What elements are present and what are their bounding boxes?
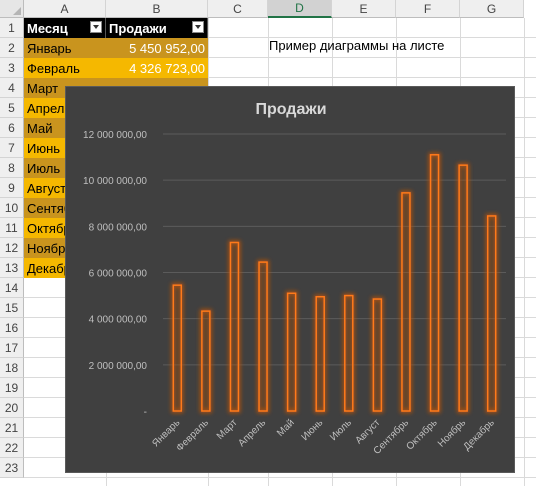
- bar-glow: [314, 294, 327, 413]
- bar: [344, 294, 354, 412]
- bar-glow: [342, 293, 355, 413]
- select-all-corner[interactable]: [0, 0, 24, 18]
- sales-cell[interactable]: 5 450 952,00: [106, 38, 208, 58]
- x-tick-label: Октябрь: [404, 417, 440, 453]
- row-header-18[interactable]: 18: [0, 358, 24, 378]
- row-header-14[interactable]: 14: [0, 278, 24, 298]
- row-header-23[interactable]: 23: [0, 458, 24, 478]
- row-header-5[interactable]: 5: [0, 98, 24, 118]
- sales-cell[interactable]: 4 326 723,00: [106, 58, 208, 78]
- x-tick-label: Декабрь: [461, 417, 497, 453]
- y-tick-label: 2 000 000,00: [89, 361, 148, 372]
- bar: [458, 164, 468, 412]
- row-header-8[interactable]: 8: [0, 158, 24, 178]
- sales-chart[interactable]: Продажи - 2 000 000,00 4 000 000,00 6 000 00…: [65, 86, 515, 473]
- bar-glow: [257, 260, 270, 413]
- x-tick-label: Апрель: [236, 417, 268, 449]
- row-header-15[interactable]: 15: [0, 298, 24, 318]
- month-cell-text: Ноябрь: [27, 240, 73, 256]
- row-header-16[interactable]: 16: [0, 318, 24, 338]
- x-tick-label: Июль: [328, 417, 354, 443]
- x-tick-label: Май: [275, 417, 297, 439]
- row-header-21[interactable]: 21: [0, 418, 24, 438]
- column-header-F[interactable]: F: [396, 0, 460, 18]
- bar-glow: [485, 213, 498, 413]
- bar-glow: [199, 309, 212, 414]
- bar-glow: [399, 190, 412, 413]
- column-header-D[interactable]: D: [268, 0, 332, 18]
- month-cell-text: Февраль: [27, 60, 80, 76]
- row-header-10[interactable]: 10: [0, 198, 24, 218]
- bar-glow: [228, 240, 241, 413]
- bar: [372, 298, 383, 412]
- row-header-13[interactable]: 13: [0, 258, 24, 278]
- month-cell-text: Июнь: [27, 140, 61, 156]
- row-header-1[interactable]: 1: [0, 18, 24, 38]
- column-header-C[interactable]: C: [208, 0, 268, 18]
- bar: [172, 284, 183, 412]
- filter-dropdown-icon[interactable]: [90, 21, 102, 33]
- x-tick-label: Июнь: [300, 417, 326, 443]
- bar-glow: [171, 283, 184, 413]
- bar: [258, 261, 268, 412]
- bar: [486, 215, 497, 412]
- bar: [286, 292, 297, 412]
- y-tick-label: 6 000 000,00: [89, 269, 148, 280]
- filter-dropdown-icon[interactable]: [192, 21, 204, 33]
- y-tick-label: 12 000 000,00: [83, 130, 147, 141]
- sales-cell-text: 4 326 723,00: [129, 60, 205, 76]
- y-tick-label: 10 000 000,00: [83, 176, 147, 187]
- y-tick-label: 8 000 000,00: [89, 222, 148, 233]
- chart-svg: Продажи - 2 000 000,00 4 000 000,00 6 000 00…: [83, 101, 506, 457]
- row-header-12[interactable]: 12: [0, 238, 24, 258]
- month-cell-text: Август: [27, 180, 67, 196]
- header-cell-month[interactable]: Месяц: [24, 18, 106, 38]
- row-header-20[interactable]: 20: [0, 398, 24, 418]
- row-header-22[interactable]: 22: [0, 438, 24, 458]
- bar-glow: [285, 291, 298, 413]
- bar: [229, 241, 240, 412]
- column-header-G[interactable]: G: [460, 0, 524, 18]
- bar: [401, 192, 411, 412]
- note-text[interactable]: Пример диаграммы на листе: [269, 38, 445, 53]
- month-cell[interactable]: Январь: [24, 38, 106, 58]
- bar-glow: [457, 163, 470, 413]
- row-header-11[interactable]: 11: [0, 218, 24, 238]
- month-cell[interactable]: Февраль: [24, 58, 106, 78]
- bar: [429, 154, 440, 412]
- bar: [315, 295, 325, 412]
- bar-glow: [371, 297, 384, 414]
- month-cell-text: Май: [27, 120, 53, 136]
- row-header-7[interactable]: 7: [0, 138, 24, 158]
- month-cell-text: Октябрь: [27, 220, 78, 236]
- header-cell-sales-text: Продажи: [109, 20, 167, 36]
- bar-glow: [428, 152, 441, 414]
- bar: [201, 310, 211, 412]
- row-header-2[interactable]: 2: [0, 38, 24, 58]
- column-header-B[interactable]: B: [106, 0, 208, 18]
- y-tick-label: -: [144, 407, 147, 418]
- row-header-19[interactable]: 19: [0, 378, 24, 398]
- sales-cell-text: 5 450 952,00: [129, 40, 205, 56]
- month-cell-text: Июль: [27, 160, 61, 176]
- row-header-6[interactable]: 6: [0, 118, 24, 138]
- row-header-4[interactable]: 4: [0, 78, 24, 98]
- month-cell-text: Апрель: [27, 100, 72, 116]
- column-header-A[interactable]: A: [24, 0, 106, 18]
- row-header-3[interactable]: 3: [0, 58, 24, 78]
- header-cell-month-text: Месяц: [27, 20, 68, 36]
- chart-title: Продажи: [255, 101, 326, 118]
- column-header-E[interactable]: E: [332, 0, 396, 18]
- y-tick-label: 4 000 000,00: [89, 315, 148, 326]
- x-tick-label: Март: [215, 417, 240, 442]
- row-header-9[interactable]: 9: [0, 178, 24, 198]
- row-header-17[interactable]: 17: [0, 338, 24, 358]
- month-cell-text: Март: [27, 80, 59, 96]
- header-cell-sales[interactable]: Продажи: [106, 18, 208, 38]
- month-cell-text: Январь: [27, 40, 72, 56]
